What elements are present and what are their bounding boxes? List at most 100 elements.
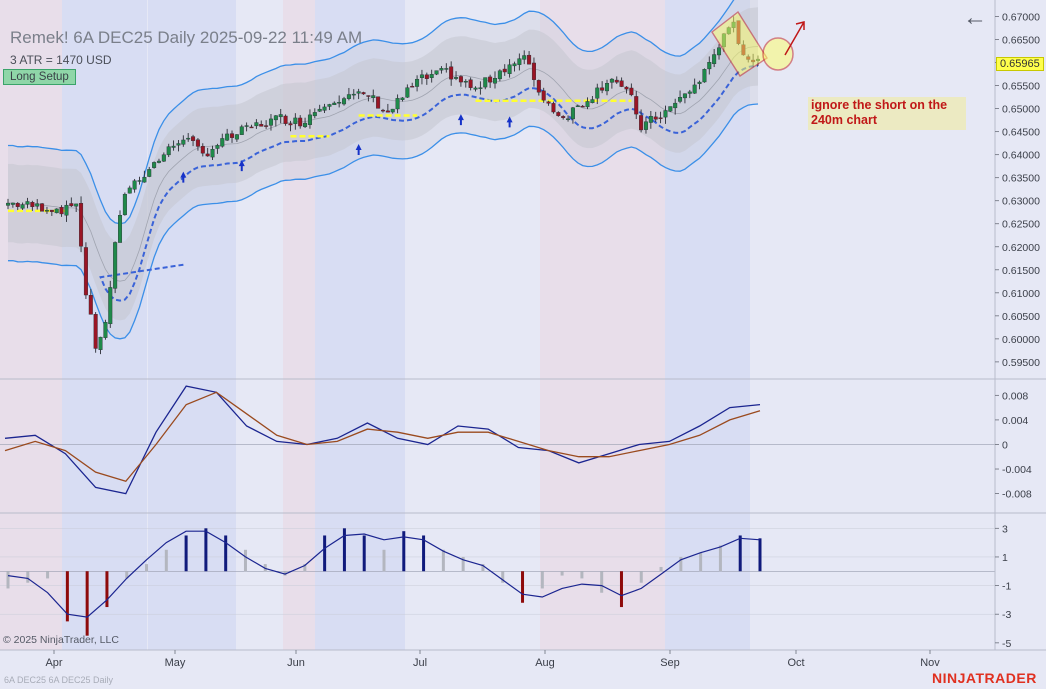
histogram-bar xyxy=(46,571,50,579)
candle-body xyxy=(668,106,673,112)
candle-body xyxy=(317,108,322,112)
time-axis-label: May xyxy=(165,657,186,669)
histogram-bar xyxy=(402,531,406,572)
hist-axis-label: -5 xyxy=(1002,638,1011,650)
candle-body xyxy=(507,64,512,74)
candle-body xyxy=(176,143,181,146)
inner-band-fill xyxy=(8,7,758,321)
candle-body xyxy=(463,80,468,83)
candle-body xyxy=(342,98,347,105)
price-axis-label: 0.64000 xyxy=(1002,150,1040,162)
candle-body xyxy=(54,208,59,214)
candle-body xyxy=(488,76,493,83)
histogram-bar xyxy=(659,566,663,572)
target-circle-drawing xyxy=(762,37,794,71)
upper-band-line xyxy=(8,0,735,225)
price-axis-label: 0.62000 xyxy=(1002,242,1040,254)
price-axis-label: 0.60000 xyxy=(1002,334,1040,346)
ninjatrader-logo: NINJATRADER xyxy=(932,670,1037,686)
candle-body xyxy=(371,95,376,98)
candle-body xyxy=(103,322,108,338)
candle-body xyxy=(682,93,687,99)
candle-body xyxy=(541,90,546,101)
price-axis-label: 0.65500 xyxy=(1002,81,1040,93)
price-axis-label: 0.61000 xyxy=(1002,288,1040,300)
candle-body xyxy=(49,209,54,212)
hist-axis-label: 3 xyxy=(1002,523,1008,535)
candle-body xyxy=(132,180,137,190)
season-zone-0 xyxy=(0,0,62,650)
candle-body xyxy=(609,78,614,83)
histogram-bar xyxy=(501,571,505,583)
candle-body xyxy=(74,203,79,207)
candle-body xyxy=(205,153,210,157)
candle-body xyxy=(356,91,361,94)
candle-body xyxy=(502,68,507,73)
price-axis-label: 0.60500 xyxy=(1002,311,1040,323)
candle-body xyxy=(5,202,10,206)
candle-body xyxy=(648,115,653,123)
candle-body xyxy=(619,80,624,87)
candle-body xyxy=(595,87,600,99)
candle-body xyxy=(264,125,269,127)
candle-body xyxy=(220,138,225,147)
candle-body xyxy=(444,68,449,70)
candle-body xyxy=(527,54,532,65)
time-axis-label: Sep xyxy=(660,657,680,669)
histogram-bar xyxy=(560,571,564,576)
candle-body xyxy=(585,101,590,108)
histogram-bar xyxy=(243,549,247,572)
candle-body xyxy=(556,112,561,116)
candle-body xyxy=(200,146,205,154)
candle-body xyxy=(298,117,303,127)
candle-body xyxy=(273,115,278,121)
candle-body xyxy=(88,295,93,315)
histogram-bar xyxy=(619,571,623,608)
histogram-bar xyxy=(540,571,544,589)
candle-body xyxy=(312,112,317,117)
candle-body xyxy=(118,215,123,243)
candle-body xyxy=(658,117,663,119)
candle-body xyxy=(580,105,585,108)
candle-body xyxy=(653,116,658,120)
hist-axis-label: -3 xyxy=(1002,609,1011,621)
hist-axis-label: -1 xyxy=(1002,581,1011,593)
time-axis-label: Oct xyxy=(787,657,804,669)
candle-body xyxy=(639,115,644,131)
histogram-bar xyxy=(204,528,208,572)
candle-body xyxy=(605,83,610,92)
candle-body xyxy=(385,110,390,113)
candle-body xyxy=(278,114,283,118)
candle-body xyxy=(15,202,20,207)
candle-body xyxy=(570,107,575,120)
candle-body xyxy=(522,55,527,60)
candle-body xyxy=(234,134,239,140)
long-signal-arrow-icon xyxy=(506,116,513,128)
candle-body xyxy=(400,97,405,100)
long-signal-arrow-icon xyxy=(238,160,245,172)
candle-body xyxy=(98,336,103,350)
long-signal-arrow-icon xyxy=(180,171,187,183)
candle-body xyxy=(390,108,395,113)
back-arrow-icon[interactable]: ← xyxy=(963,4,987,31)
candle-body xyxy=(303,122,308,128)
histogram-signal-line xyxy=(7,530,761,618)
histogram-bar xyxy=(382,549,386,572)
candle-body xyxy=(230,133,235,138)
candle-body xyxy=(692,84,697,94)
time-axis-label: Jun xyxy=(287,657,305,669)
time-axis-label: Jul xyxy=(413,657,427,669)
candle-body xyxy=(44,210,49,212)
histogram-bar xyxy=(600,571,604,593)
candle-body xyxy=(210,148,215,158)
histogram-bar xyxy=(521,571,525,603)
long-signal-arrow-icon xyxy=(457,114,464,126)
candle-body xyxy=(629,87,634,96)
candle-body xyxy=(20,204,25,209)
candle-body xyxy=(268,118,273,126)
candle-body xyxy=(122,193,127,216)
candle-body xyxy=(64,204,69,216)
candle-body xyxy=(429,74,434,78)
histogram-bar xyxy=(422,535,426,572)
